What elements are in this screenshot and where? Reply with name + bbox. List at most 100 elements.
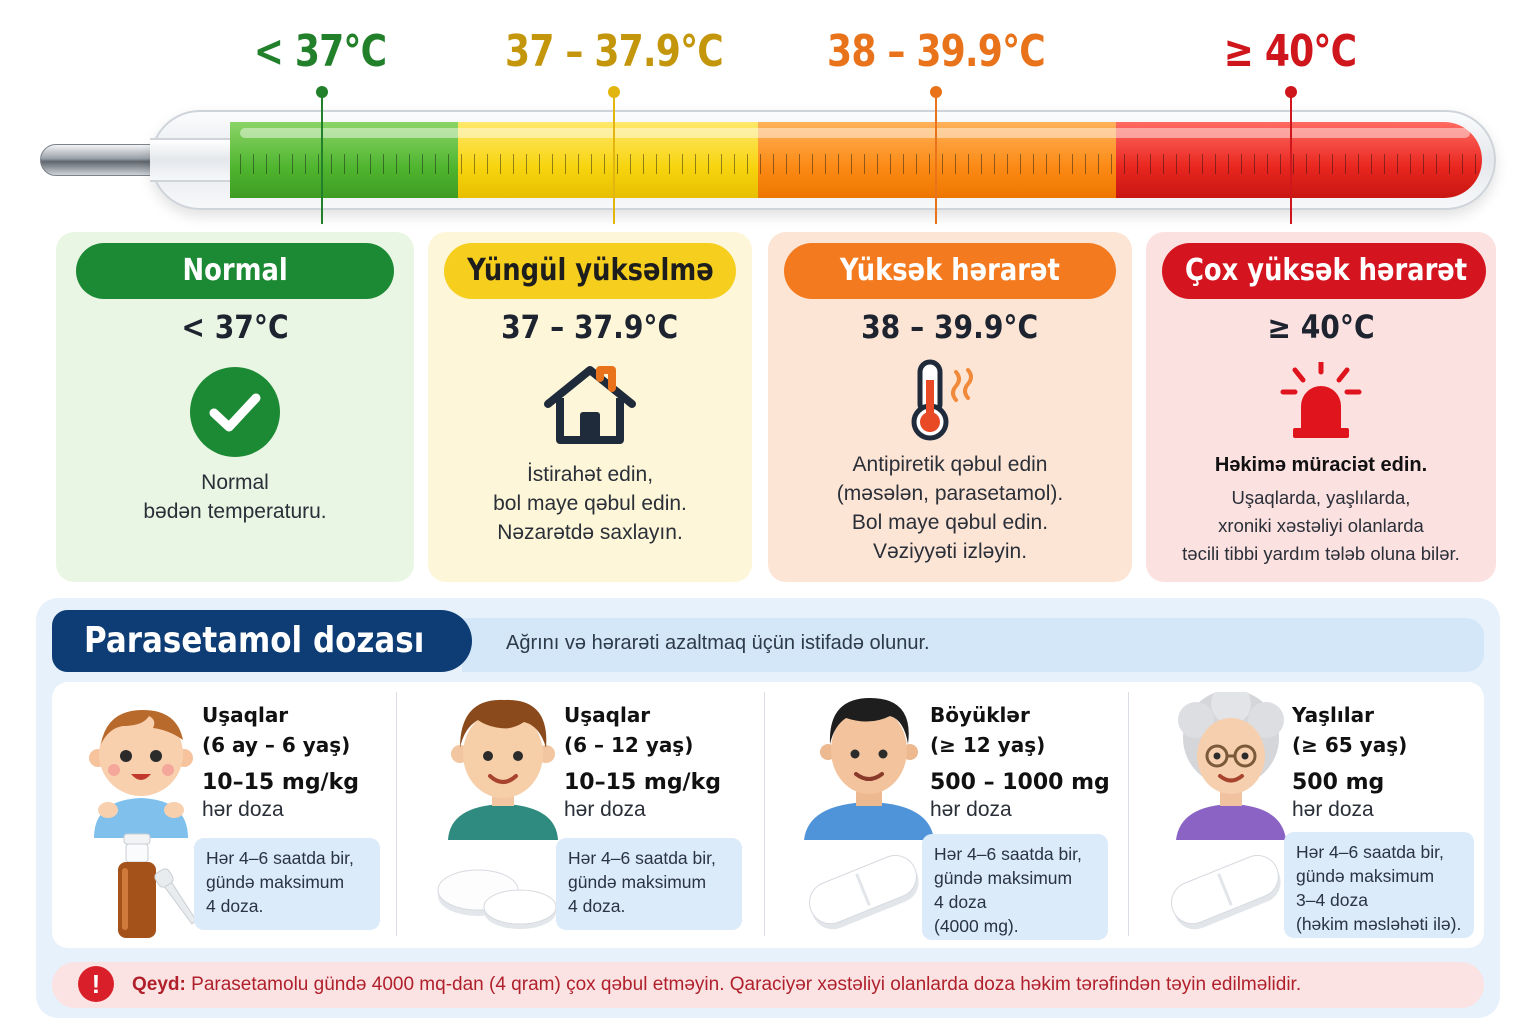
zone-title-pill: Yüksək hərarət <box>784 243 1116 299</box>
zone-card-normal: Normal < 37°C Normal bədən temperaturu. <box>56 232 414 582</box>
frequency-box: Hər 4–6 saatda bir, gündə maksimum 4 doz… <box>922 834 1108 940</box>
zone-fill-high <box>758 122 1116 198</box>
dose-amount: 500 mg <box>1292 770 1385 795</box>
zone-description-line: Vəziyyəti izləyin. <box>872 540 1028 563</box>
dose-amount: 10–15 mg/kg <box>564 770 721 795</box>
caplet-icon <box>800 832 930 942</box>
zone-emphasis: Həkimə müraciət edin. <box>1214 454 1428 476</box>
zone-range: ≥ 40°C <box>1146 308 1496 346</box>
zone-description-line: təcili tibbi yardım tələb oluna bilər. <box>1182 543 1460 564</box>
frequency-line: gündə maksimum <box>568 872 707 892</box>
zone-description-line: İstirahət edin, <box>526 463 654 486</box>
marker-high-pin <box>930 86 942 98</box>
thermometer-hot-icon <box>910 358 990 447</box>
dose-amount: 10–15 mg/kg <box>202 770 359 795</box>
column-divider <box>396 692 397 936</box>
zone-range: < 37°C <box>56 308 414 346</box>
dose-group-toddler: Uşaqlar (6 ay – 6 yaş) 10–15 mg/kg hər d… <box>52 682 410 948</box>
dose-subtitle-bar <box>462 618 1484 672</box>
column-divider <box>764 692 765 936</box>
marker-normal-line <box>321 96 323 224</box>
frequency-box: Hər 4–6 saatda bir, gündə maksimum 3–4 d… <box>1284 832 1474 938</box>
frequency-line: gündə maksimum <box>934 868 1073 888</box>
dose-title-text: Parasetamol dozası <box>84 620 425 661</box>
per-dose-label: hər doza <box>930 798 1012 821</box>
zone-description-line: bol maye qəbul edin. <box>493 492 687 515</box>
adult-man-icon <box>804 692 934 842</box>
zone-card-high: Yüksək hərarət 38 – 39.9°C Antipiretik q… <box>768 232 1132 582</box>
warning-icon: ! <box>78 966 114 1002</box>
group-label: Yaşlılar (≥ 65 yaş) <box>1292 700 1407 760</box>
marker-very-high-pin <box>1285 86 1297 98</box>
zone-title-pill: Çox yüksək hərarət <box>1162 243 1486 299</box>
frequency-line: (həkim məsləhəti ilə). <box>1296 914 1462 934</box>
thermometer-ticks <box>240 154 1480 174</box>
zone-description: İstirahət edin, bol maye qəbul edin. Nəz… <box>434 460 746 547</box>
frequency-line: Hər 4–6 saatda bir, <box>934 844 1082 864</box>
frequency-box: Hər 4–6 saatda bir, gündə maksimum 4 doz… <box>194 838 380 930</box>
marker-high-line <box>935 96 937 224</box>
frequency-line: 3–4 doza <box>1296 890 1369 910</box>
dose-title: Parasetamol dozası <box>52 610 472 672</box>
scale-label-mild: 37 – 37.9°C <box>505 26 724 77</box>
per-dose-label: hər doza <box>202 798 284 821</box>
zone-title: Yüksək hərarət <box>840 253 1060 288</box>
zone-card-mild: Yüngül yüksəlmə 37 – 37.9°C İstirahət ed… <box>428 232 752 582</box>
alarm-siren-icon <box>1271 359 1371 447</box>
dose-group-child: Uşaqlar (6 – 12 yaş) 10–15 mg/kg hər doz… <box>414 682 772 948</box>
marker-very-high-line <box>1290 96 1292 224</box>
check-circle-icon <box>189 366 281 463</box>
group-name: Böyüklər <box>930 703 1030 727</box>
frequency-line: gündə maksimum <box>1296 866 1435 886</box>
thermometer-shine <box>240 128 1470 138</box>
zone-description: Uşaqlarda, yaşlılarda, xroniki xəstəliyi… <box>1150 484 1492 568</box>
frequency-line: 4 doza. <box>568 896 626 916</box>
zone-title: Çox yüksək hərarət <box>1184 253 1468 288</box>
group-label: Uşaqlar (6 – 12 yaş) <box>564 700 693 760</box>
dose-amount: 500 – 1000 mg <box>930 770 1110 795</box>
zone-range-text: < 37°C <box>181 308 289 346</box>
zone-description-line: xroniki xəstəliyi olanlarda <box>1218 515 1424 536</box>
group-age: (6 – 12 yaş) <box>564 733 694 757</box>
zone-title: Normal <box>182 253 288 288</box>
zone-range-text: 38 – 39.9°C <box>861 308 1039 346</box>
group-name: Yaşlılar <box>1292 703 1374 727</box>
group-age: (6 ay – 6 yaş) <box>202 733 351 757</box>
warning-note-label: Qeyd: <box>132 974 186 995</box>
frequency-line: 4 doza <box>934 892 987 912</box>
frequency-line: 4 doza. <box>206 896 264 916</box>
frequency-line: (4000 mg). <box>934 916 1019 936</box>
thermometer-tip <box>40 144 160 176</box>
scale-label-normal: < 37°C <box>253 26 387 77</box>
zone-description-line: Normal <box>201 471 269 494</box>
child-icon <box>438 692 568 842</box>
warning-note-text: Qeyd: Parasetamolu gündə 4000 mq-dan (4 … <box>132 974 1301 996</box>
zone-description-line: Uşaqlarda, yaşlılarda, <box>1231 487 1411 508</box>
zone-fill-normal <box>230 122 458 198</box>
caplet-icon <box>1162 832 1292 942</box>
zone-range-text: 37 – 37.9°C <box>501 308 679 346</box>
marker-normal-pin <box>316 86 328 98</box>
marker-mild-line <box>613 96 615 224</box>
group-name: Uşaqlar <box>564 703 651 727</box>
group-age: (≥ 65 yaş) <box>1292 733 1408 757</box>
zone-description-line: bədən temperaturu. <box>143 500 327 523</box>
group-label: Böyüklər (≥ 12 yaş) <box>930 700 1045 760</box>
zone-description-line: Antipiretik qəbul edin <box>852 453 1048 476</box>
group-name: Uşaqlar <box>202 703 289 727</box>
zone-description: Antipiretik qəbul edin (məsələn, paraset… <box>774 450 1126 566</box>
zone-range: 38 – 39.9°C <box>768 308 1132 346</box>
zone-title-pill: Normal <box>76 243 394 299</box>
frequency-line: Hər 4–6 saatda bir, <box>1296 842 1444 862</box>
group-label: Uşaqlar (6 ay – 6 yaş) <box>202 700 350 760</box>
syrup-bottle-icon <box>72 832 202 942</box>
frequency-box: Hər 4–6 saatda bir, gündə maksimum 4 doz… <box>556 838 742 930</box>
thermometer-icon <box>40 108 1496 212</box>
group-age: (≥ 12 yaş) <box>930 733 1046 757</box>
marker-mild-pin <box>608 86 620 98</box>
zone-description-line: Nəzarətdə saxlayın. <box>497 521 683 544</box>
warning-note-body: Parasetamolu gündə 4000 mq-dan (4 qram) … <box>191 974 1302 995</box>
frequency-line: Hər 4–6 saatda bir, <box>206 848 354 868</box>
zone-title: Yüngül yüksəlmə <box>466 253 714 288</box>
zone-range: 37 – 37.9°C <box>428 308 752 346</box>
